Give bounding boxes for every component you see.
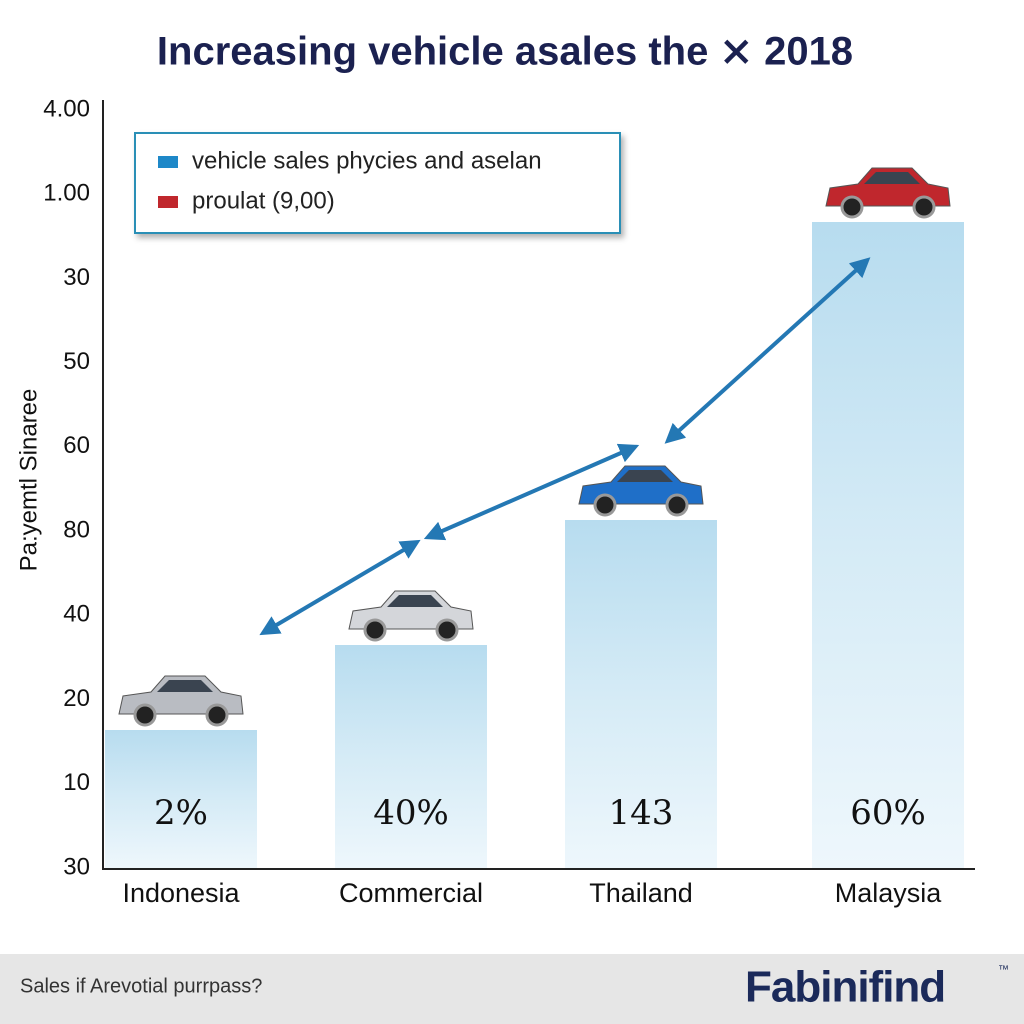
legend-swatch [158,196,178,208]
bars: 2% Indonesia 40% Commercial 143 Thailand 60% Ma… [105,167,964,908]
footer-caption: Sales if Arevotial purrpass? [20,975,262,997]
legend-label: vehicle sales phycies and aselan [192,147,542,174]
car-wheel [840,195,864,219]
bar [812,222,964,868]
trademark: ™ [998,964,1009,976]
y-tick-label: 30 [63,264,90,291]
y-tick-label: 4.00 [43,95,90,122]
category-label: Commercial [339,878,483,908]
car-wheel [363,618,387,642]
legend [134,132,621,234]
legend-box [134,132,621,234]
car-wheel [593,493,617,517]
y-tick-label: 80 [63,516,90,543]
y-tick-label: 60 [63,432,90,459]
legend-entries: vehicle sales phycies and aselan proulat … [158,147,542,214]
car-wheel [205,703,229,727]
car-illustration [118,675,244,727]
y-tick-label: 1.00 [43,180,90,207]
car-window [157,680,213,692]
category-label: Indonesia [122,878,240,908]
trend-arrow [259,539,421,636]
car-body [825,167,951,207]
footer-band [0,954,1024,1024]
car-wheel [133,703,157,727]
brand: Fabinifind [745,963,945,1012]
car-illustration [578,465,704,517]
y-tick-label: 10 [63,769,90,796]
bar-label: 40% [373,793,449,833]
car-window [864,172,920,184]
y-tick-label: 30 [63,853,90,880]
car-wheel [912,195,936,219]
trend-arrow [423,443,640,541]
y-tick-label: 20 [63,685,90,712]
y-axis-title: Pa:yemtl Sinaree [15,389,42,572]
trend-arrow [664,257,871,444]
car-illustration [348,590,474,642]
car-wheel [435,618,459,642]
car-illustration [825,167,951,219]
bar-label: 60% [850,793,926,833]
bar [565,520,717,868]
bar-label: 2% [154,793,208,833]
car-body [118,675,244,715]
bar-label: 143 [609,793,674,833]
bar [335,645,487,868]
y-tick-label: 50 [63,348,90,375]
legend-swatch [158,156,178,168]
title: Increasing vehicle asales the ⨯ 2018 [157,30,853,74]
legend-label: proulat (9,00) [192,187,335,214]
car-wheel [665,493,689,517]
category-label: Malaysia [835,878,943,908]
y-tick-label: 40 [63,601,90,628]
category-label: Thailand [589,878,693,908]
bar [105,730,257,868]
